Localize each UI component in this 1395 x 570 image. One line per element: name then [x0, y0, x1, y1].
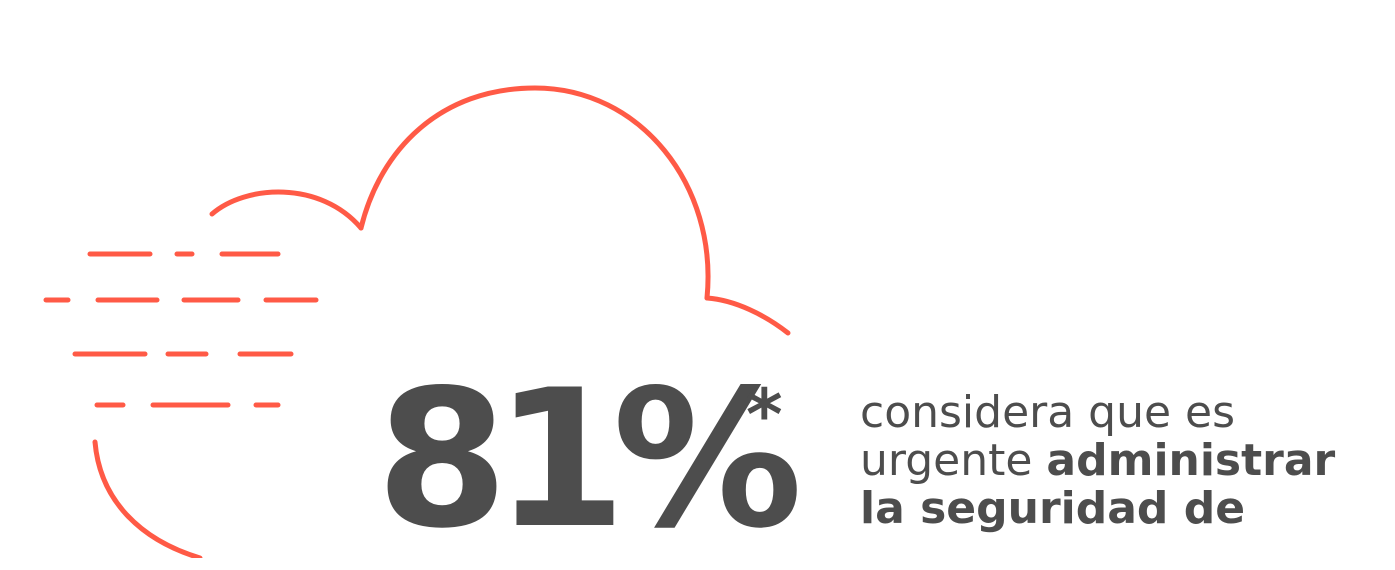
- caption-bold-text: administrar: [1046, 435, 1336, 486]
- cloud-right-bump: [704, 295, 791, 336]
- footnote-asterisk: *: [746, 374, 783, 456]
- caption-line-1: considera que es: [860, 387, 1236, 438]
- cloud-outline-icon: [92, 85, 791, 558]
- caption-line-3: la seguridad de: [860, 485, 1395, 533]
- caption-plain-text: urgente: [860, 435, 1047, 486]
- cloud-bottom-left: [92, 439, 203, 558]
- cloud-main-arc: [358, 85, 711, 301]
- caption-line-2: urgente administrar: [860, 437, 1395, 485]
- stat-percentage: 81%: [376, 349, 803, 570]
- cloud-illustration: [43, 85, 791, 558]
- speed-lines-icon: [43, 251, 319, 408]
- stat-caption: considera que es urgente administrar la …: [860, 389, 1395, 533]
- caption-bold-text: la seguridad de: [860, 483, 1246, 534]
- cloud-left-bump: [209, 189, 364, 231]
